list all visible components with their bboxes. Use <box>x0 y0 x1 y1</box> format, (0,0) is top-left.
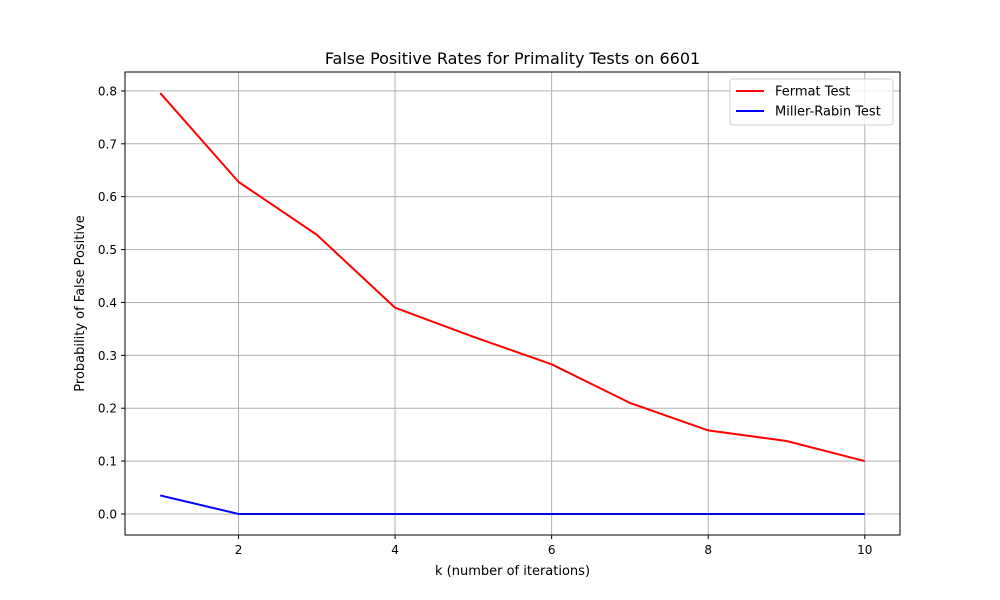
series-line-miller-rabin-test <box>160 494 865 515</box>
y-tick-label: 0.3 <box>98 349 117 363</box>
chart-title: False Positive Rates for Primality Tests… <box>325 49 700 68</box>
series-line-fermat-test <box>159 92 866 463</box>
y-axis-ticks: 0.0 0.1 0.2 0.3 0.4 0.5 0.6 0.7 0.8 <box>98 84 125 521</box>
x-tick-label: 6 <box>548 543 556 557</box>
series-lines <box>159 92 866 515</box>
legend-label-miller-rabin: Miller-Rabin Test <box>775 105 881 120</box>
grid <box>125 72 900 535</box>
y-axis-label: Probability of False Positive <box>73 215 88 391</box>
y-tick-label: 0.6 <box>98 190 117 204</box>
plot-area <box>125 72 900 535</box>
x-tick-label: 2 <box>235 543 243 557</box>
y-tick-label: 0.2 <box>98 402 117 416</box>
y-tick-label: 0.5 <box>98 243 117 257</box>
x-tick-label: 8 <box>704 543 712 557</box>
legend: Fermat Test Miller-Rabin Test <box>729 78 894 126</box>
y-tick-label: 0.0 <box>98 507 117 521</box>
y-tick-label: 0.1 <box>98 455 117 469</box>
y-tick-label: 0.7 <box>98 137 117 151</box>
x-axis-label: k (number of iterations) <box>435 564 590 579</box>
x-axis-ticks: 2 4 6 8 10 <box>235 535 872 557</box>
y-tick-label: 0.8 <box>98 84 117 98</box>
legend-box <box>729 78 894 126</box>
y-tick-label: 0.4 <box>98 296 117 310</box>
plot-frame <box>124 71 901 536</box>
x-tick-label: 4 <box>391 543 399 557</box>
legend-label-fermat: Fermat Test <box>775 85 850 100</box>
x-tick-label: 10 <box>857 543 872 557</box>
